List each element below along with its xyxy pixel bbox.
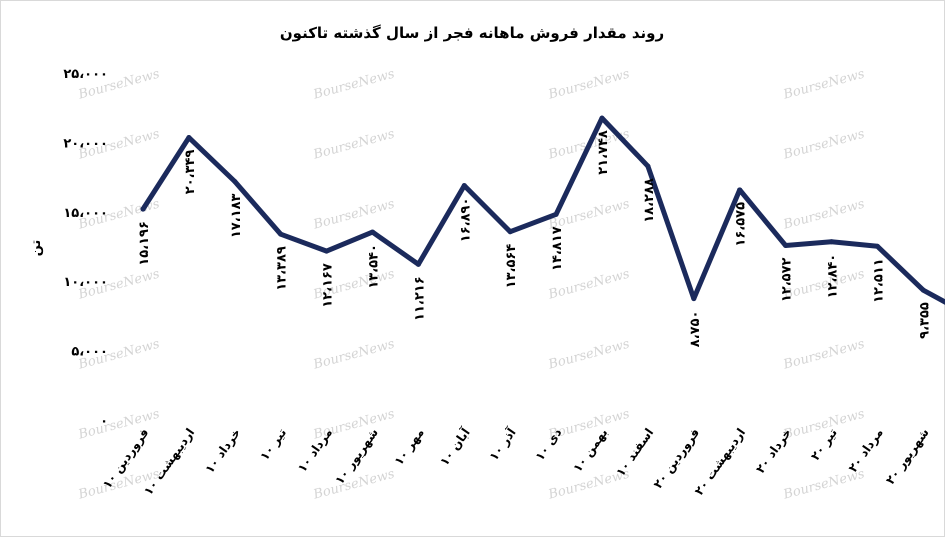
series-layer bbox=[140, 115, 945, 305]
data-label: ۲۰،۳۴۹ bbox=[183, 150, 198, 195]
y-tick-label: ۲۵،۰۰۰ bbox=[63, 67, 108, 82]
data-point bbox=[186, 135, 192, 141]
data-label: ۱۲،۸۴۰ bbox=[826, 254, 841, 299]
x-tick-label: فروردین ۲۰ bbox=[651, 426, 703, 492]
y-tick-label: ۰ bbox=[100, 414, 108, 429]
data-label: ۱۵،۱۹۶ bbox=[137, 221, 152, 266]
data-point bbox=[324, 248, 330, 254]
data-label: ۱۶،۵۷۵ bbox=[734, 202, 749, 247]
watermark-text: BourseNews bbox=[781, 197, 867, 233]
watermark-text: BourseNews bbox=[311, 337, 397, 373]
watermark-text: BourseNews bbox=[781, 127, 867, 163]
x-tick-label: آبان ۱۰ bbox=[436, 424, 473, 468]
y-axis: ۰ ۵،۰۰۰ ۱۰،۰۰۰ ۱۵،۰۰۰ ۲۰،۰۰۰ ۲۵،۰۰۰ bbox=[63, 67, 108, 429]
data-label: ۱۳،۵۶۴ bbox=[504, 244, 519, 289]
data-label: ۸،۷۵۰ bbox=[688, 311, 703, 348]
watermark-text: BourseNews bbox=[311, 127, 397, 163]
data-label: ۱۳،۳۸۹ bbox=[275, 246, 290, 291]
watermark-text: BourseNews bbox=[781, 337, 867, 373]
x-tick-label: شهریور ۲۰ bbox=[883, 426, 933, 488]
data-point bbox=[874, 243, 880, 249]
data-label: ۱۲،۵۱۱ bbox=[871, 258, 886, 303]
data-label: ۱۸،۲۸۸ bbox=[642, 178, 657, 223]
data-point bbox=[278, 231, 284, 237]
watermark-text: BourseNews bbox=[546, 67, 632, 103]
data-label: ۱۳،۵۴۰ bbox=[367, 244, 382, 289]
y-tick-label: ۱۰،۰۰۰ bbox=[63, 275, 108, 290]
x-tick-label: تیر ۱۰ bbox=[257, 426, 289, 463]
data-label: ۱۶،۸۹۰ bbox=[458, 198, 473, 243]
data-point bbox=[645, 163, 651, 169]
y-tick-label: ۲۰،۰۰۰ bbox=[63, 136, 108, 151]
data-point bbox=[783, 243, 789, 249]
watermark-text: BourseNews bbox=[781, 67, 867, 103]
data-point bbox=[507, 229, 513, 235]
data-label: ۱۲،۵۷۲ bbox=[780, 257, 795, 302]
y-tick-label: ۱۵،۰۰۰ bbox=[63, 206, 108, 221]
data-point bbox=[370, 229, 375, 235]
data-point bbox=[461, 183, 467, 189]
data-point bbox=[553, 211, 559, 217]
data-point bbox=[737, 187, 743, 193]
data-point bbox=[415, 261, 421, 267]
data-point bbox=[599, 115, 605, 121]
x-tick-label: خرداد ۱۰ bbox=[202, 426, 243, 476]
x-tick-label: دی ۱۰ bbox=[532, 426, 564, 464]
data-label: ۱۷،۱۸۳ bbox=[229, 193, 244, 238]
y-axis-label: تن bbox=[29, 240, 44, 257]
data-label: ۱۱،۲۱۶ bbox=[412, 276, 427, 321]
data-labels-layer: ۱۵،۱۹۶ ۲۰،۳۴۹ ۱۷،۱۸۳ ۱۳،۳۸۹ ۱۲،۱۶۷ ۱۳،۵۴۰ ۱۱،۲… bbox=[137, 130, 932, 348]
watermark-text: BourseNews bbox=[311, 67, 397, 103]
watermark-text: BourseNews bbox=[546, 267, 632, 303]
data-label: ۹،۳۵۵ bbox=[917, 302, 932, 339]
data-point bbox=[920, 287, 926, 293]
data-label: ۱۴،۸۱۷ bbox=[550, 226, 565, 271]
y-tick-label: ۵،۰۰۰ bbox=[71, 345, 108, 360]
data-label: ۲۱،۷۴۸ bbox=[596, 130, 611, 175]
watermark-text: BourseNews bbox=[546, 337, 632, 373]
x-tick-label: خرداد ۲۰ bbox=[753, 426, 794, 476]
x-tick-label: مهر ۱۰ bbox=[391, 426, 426, 468]
x-tick-label: آذر ۱۰ bbox=[486, 424, 519, 463]
x-tick-label: مرداد ۲۰ bbox=[846, 426, 886, 475]
data-point bbox=[140, 206, 146, 212]
x-tick-label: اسفند ۱۰ bbox=[613, 426, 656, 479]
data-point bbox=[829, 239, 834, 245]
data-point bbox=[691, 296, 697, 302]
data-label: ۱۲،۱۶۷ bbox=[321, 263, 336, 308]
data-point bbox=[232, 178, 238, 184]
watermark-text: BourseNews bbox=[311, 197, 397, 233]
chart-title: روند مقدار فروش ماهانه فجر از سال گذشته … bbox=[280, 24, 664, 42]
